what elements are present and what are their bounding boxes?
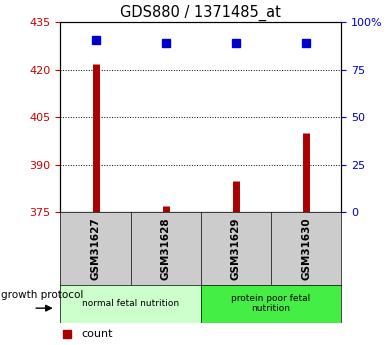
Text: GSM31627: GSM31627 — [90, 217, 101, 280]
Text: count: count — [81, 329, 113, 339]
Text: GSM31630: GSM31630 — [301, 217, 311, 280]
Text: growth protocol: growth protocol — [1, 290, 83, 300]
Text: protein poor fetal
nutrition: protein poor fetal nutrition — [231, 294, 311, 313]
Text: GSM31629: GSM31629 — [231, 217, 241, 280]
Text: GSM31628: GSM31628 — [161, 217, 171, 280]
Title: GDS880 / 1371485_at: GDS880 / 1371485_at — [121, 5, 281, 21]
Text: normal fetal nutrition: normal fetal nutrition — [82, 299, 179, 308]
